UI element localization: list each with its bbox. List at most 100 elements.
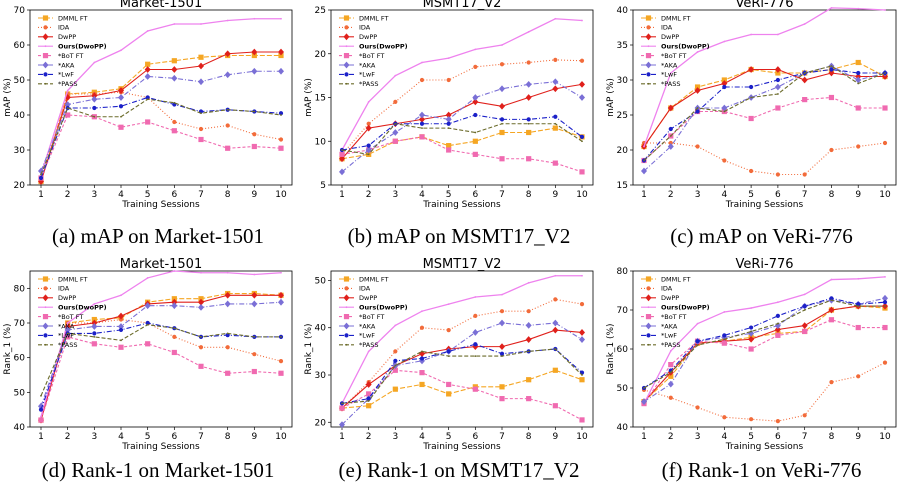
data-point (499, 102, 505, 110)
data-point (367, 100, 370, 103)
data-point (774, 66, 781, 73)
data-point (527, 30, 530, 33)
legend-swatch-marker (345, 82, 348, 85)
subfigure-caption: (b) mAP on MSMT17_V2 (348, 224, 571, 248)
data-point (643, 145, 645, 148)
subfigure-caption: (c) mAP on VeRi-776 (670, 224, 853, 248)
y-tick-label: 25 (617, 111, 628, 121)
data-point (775, 419, 780, 424)
data-point (278, 359, 284, 364)
data-point (499, 156, 505, 162)
data-point (200, 335, 202, 338)
data-point (394, 324, 397, 327)
series-line (40, 114, 282, 179)
data-point (884, 72, 886, 74)
data-point (171, 296, 177, 302)
data-point (499, 343, 505, 351)
data-point (93, 115, 96, 118)
data-point (198, 54, 204, 60)
data-point (803, 23, 806, 25)
data-point (278, 48, 284, 56)
x-tick-label: 8 (526, 190, 532, 200)
legend-label: *LwF (661, 71, 677, 79)
data-point (366, 143, 371, 148)
legend-swatch-marker (645, 53, 652, 59)
legend-label: *BoT FT (359, 52, 384, 60)
y-tick-label: 20 (14, 181, 26, 191)
series-line (40, 318, 282, 421)
data-point (280, 114, 282, 116)
data-point (855, 76, 862, 84)
data-point (525, 321, 532, 329)
x-tick-label: 6 (171, 432, 177, 442)
data-point (225, 345, 230, 350)
data-point (278, 67, 284, 75)
data-point (499, 129, 505, 136)
data-point (857, 277, 860, 280)
series-line (643, 297, 886, 403)
y-tick-label: 15 (617, 181, 628, 191)
legend-label: DMML FT (58, 275, 88, 283)
x-tick-label: 8 (225, 432, 231, 442)
data-point (118, 344, 124, 350)
data-point (171, 302, 178, 310)
data-point (668, 126, 673, 132)
data-point (200, 23, 202, 25)
y-tick-label: 70 (14, 6, 26, 16)
series--bot-ft (339, 134, 585, 175)
data-point (65, 334, 71, 340)
data-point (66, 107, 69, 109)
data-point (473, 64, 478, 69)
chart-title: Market-1501 (120, 257, 202, 272)
data-point (392, 386, 398, 392)
data-point (499, 85, 505, 93)
legend-label: *LwF (359, 332, 375, 340)
data-point (803, 72, 806, 74)
series-line (40, 18, 281, 175)
data-point (171, 298, 178, 306)
data-point (695, 339, 700, 344)
data-point (447, 303, 450, 305)
series-line (643, 297, 886, 389)
data-point (394, 364, 397, 367)
data-point (365, 381, 372, 388)
x-tick-label: 5 (748, 432, 754, 442)
y-tick-label: 70 (14, 319, 26, 329)
series-line (40, 51, 281, 182)
x-tick-label: 1 (339, 190, 345, 200)
legend-label: DwPP (661, 33, 679, 41)
subfigure-caption: (a) mAP on Market-1501 (52, 224, 264, 248)
legend-swatch-marker (647, 82, 650, 85)
y-tick-label: 50 (14, 388, 26, 398)
y-tick-label: 20 (315, 50, 327, 60)
legend-label: *LwF (359, 71, 375, 79)
x-tick-label: 9 (855, 190, 861, 200)
legend-swatch-marker (647, 343, 650, 346)
y-tick-label: 40 (617, 423, 629, 433)
legend-label: DMML FT (661, 14, 691, 22)
data-point (775, 77, 780, 83)
data-point (669, 371, 672, 374)
series-line (40, 96, 282, 179)
data-point (198, 296, 204, 302)
data-point (146, 30, 149, 32)
series-line (341, 348, 583, 404)
data-point (499, 62, 505, 67)
data-point (774, 326, 781, 333)
x-tick-label: 9 (855, 432, 861, 442)
chart-panel-2: MSMT17_V2 5 10 15 20 25 1 2 3 4 5 6 7 8 9 10 Training Se… (304, 0, 594, 210)
data-point (882, 140, 888, 146)
data-point (856, 302, 861, 307)
y-tick-label: 60 (14, 354, 26, 364)
y-tick-label: 30 (14, 146, 26, 156)
data-point (66, 332, 69, 335)
y-tick-label: 20 (315, 418, 327, 428)
plot-frame (29, 270, 293, 428)
data-point (251, 300, 258, 308)
x-tick-label: 10 (879, 432, 891, 442)
data-point (722, 84, 727, 90)
data-point (696, 107, 699, 109)
